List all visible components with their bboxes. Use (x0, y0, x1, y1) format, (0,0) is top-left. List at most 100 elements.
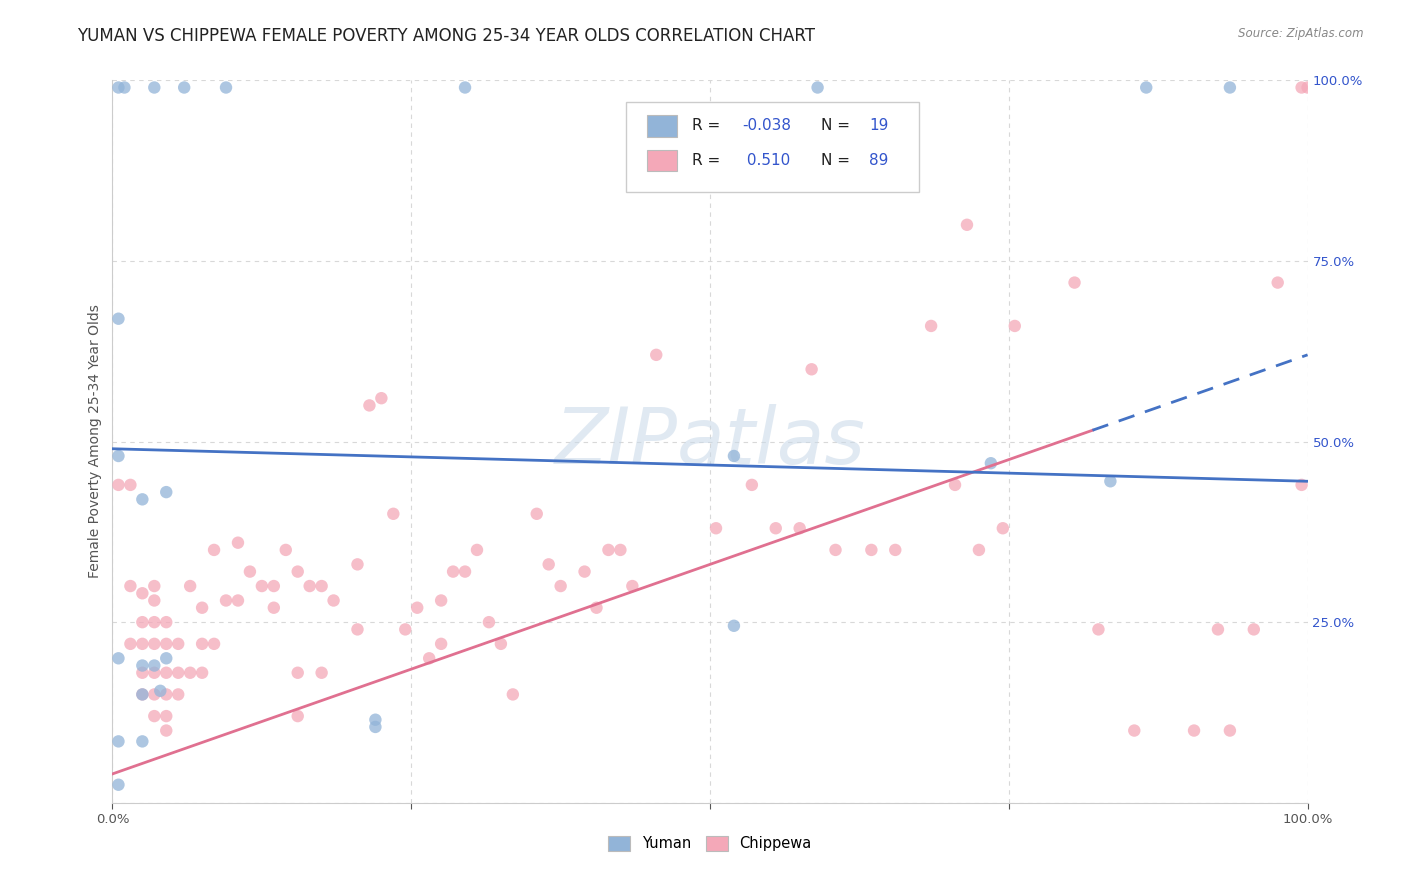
Point (441, 565, 464, 579)
Point (131, 586, 153, 600)
Point (1243, 623, 1265, 637)
Point (131, 658, 153, 673)
Point (394, 623, 416, 637)
Point (645, 348, 668, 362)
Point (107, 478, 129, 492)
Point (454, 565, 477, 579)
Point (191, 600, 214, 615)
Point (287, 565, 309, 579)
Point (346, 623, 368, 637)
Point (298, 579, 321, 593)
Point (143, 658, 166, 673)
Point (967, 542, 990, 557)
Point (980, 456, 1002, 470)
Point (723, 619, 745, 633)
Point (191, 665, 214, 680)
Point (800, 362, 823, 376)
Point (149, 683, 172, 698)
Text: 89: 89 (869, 153, 889, 168)
Point (807, 80, 830, 95)
Point (155, 665, 177, 680)
Point (179, 579, 201, 593)
Point (120, 579, 142, 593)
Point (465, 542, 488, 557)
Point (120, 637, 142, 651)
Point (155, 687, 177, 701)
Point (537, 558, 560, 572)
Point (430, 637, 453, 651)
Point (598, 542, 620, 557)
Point (943, 478, 966, 492)
Point (143, 80, 166, 95)
Point (155, 723, 177, 738)
Point (131, 637, 153, 651)
Bar (647, 115, 676, 136)
Point (287, 709, 309, 723)
Point (215, 80, 238, 95)
Point (120, 478, 142, 492)
Point (1219, 723, 1241, 738)
Point (155, 637, 177, 651)
Point (131, 665, 153, 680)
Point (382, 507, 405, 521)
Point (202, 542, 225, 557)
Point (370, 391, 392, 405)
Text: R =: R = (692, 119, 725, 133)
Point (1123, 723, 1146, 738)
Point (406, 600, 429, 615)
FancyBboxPatch shape (627, 102, 920, 193)
Point (574, 565, 596, 579)
Point (167, 687, 190, 701)
Point (1267, 276, 1289, 290)
Point (1004, 318, 1026, 333)
Point (824, 542, 846, 557)
Point (131, 492, 153, 507)
Point (1291, 80, 1313, 95)
Point (155, 651, 177, 665)
Point (860, 542, 883, 557)
Text: YUMAN VS CHIPPEWA FEMALE POVERTY AMONG 25-34 YEAR OLDS CORRELATION CHART: YUMAN VS CHIPPEWA FEMALE POVERTY AMONG 2… (77, 27, 815, 45)
Point (1099, 475, 1122, 489)
Point (956, 218, 979, 232)
Point (143, 687, 166, 701)
Point (143, 637, 166, 651)
Point (107, 311, 129, 326)
Point (114, 80, 135, 95)
Point (359, 398, 381, 412)
Point (1087, 623, 1109, 637)
Point (143, 593, 166, 607)
Point (107, 449, 129, 463)
Point (765, 521, 787, 535)
Point (884, 542, 907, 557)
Point (430, 593, 453, 607)
Point (107, 734, 129, 748)
Point (215, 593, 238, 607)
Point (143, 665, 166, 680)
Point (107, 80, 129, 95)
Point (1291, 478, 1313, 492)
Point (263, 579, 285, 593)
Point (167, 637, 190, 651)
Point (287, 665, 309, 680)
Point (143, 709, 166, 723)
Point (155, 615, 177, 630)
Point (250, 579, 273, 593)
Point (155, 485, 177, 500)
Text: R =: R = (692, 153, 725, 168)
Point (723, 449, 745, 463)
Point (226, 535, 249, 549)
Point (1063, 276, 1085, 290)
Point (585, 600, 607, 615)
Text: -0.038: -0.038 (742, 119, 792, 133)
Point (226, 593, 249, 607)
Text: 19: 19 (869, 119, 889, 133)
Point (143, 615, 166, 630)
Point (191, 637, 214, 651)
Y-axis label: Female Poverty Among 25-34 Year Olds: Female Poverty Among 25-34 Year Olds (89, 304, 103, 579)
Point (454, 80, 477, 95)
Point (789, 521, 811, 535)
Point (741, 478, 763, 492)
Point (418, 651, 440, 665)
Legend: Yuman, Chippewa: Yuman, Chippewa (603, 830, 817, 857)
Point (131, 687, 153, 701)
